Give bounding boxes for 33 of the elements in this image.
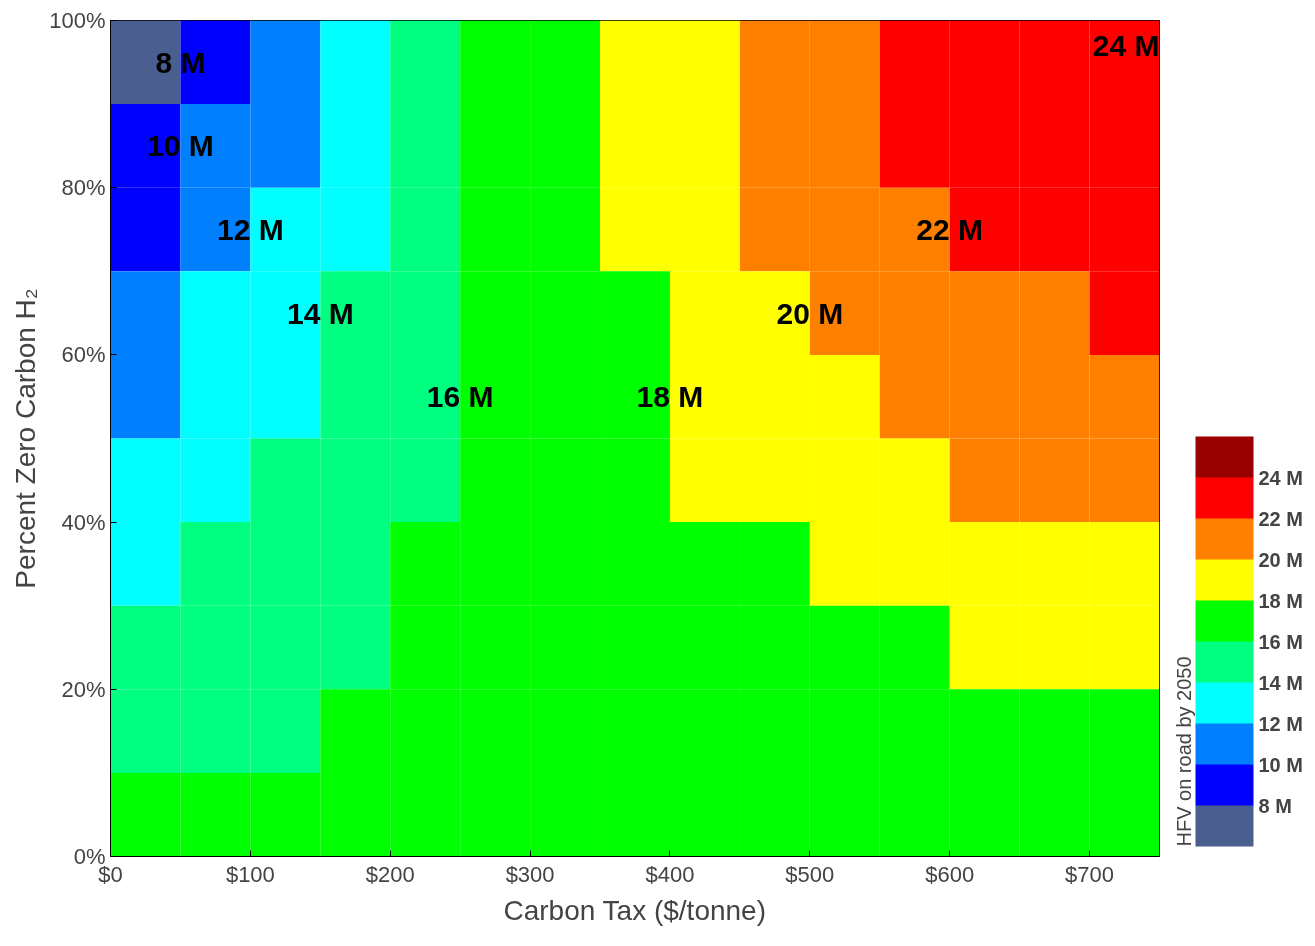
color-bar-label: 18 M xyxy=(1258,589,1303,612)
annotation: 10 M xyxy=(147,129,214,163)
x-tick-label: $600 xyxy=(925,861,975,887)
x-axis-title: Carbon Tax ($/tonne) xyxy=(503,894,767,926)
color-bar-label: 12 M xyxy=(1258,712,1303,735)
y-axis-title: Percent Zero Carbon H₂ xyxy=(10,288,42,589)
annotation: 24 M xyxy=(1092,29,1160,63)
annotation: 8 M xyxy=(155,45,206,79)
color-bar-label: 10 M xyxy=(1258,753,1303,776)
y-tick-label: 20% xyxy=(61,676,106,702)
x-tick-label: $400 xyxy=(645,861,695,887)
color-bar-title: HFV on road by 2050 xyxy=(1172,656,1195,847)
x-tick-label: $100 xyxy=(225,861,275,887)
color-bar-label: 14 M xyxy=(1258,671,1303,694)
annotation: 18 M xyxy=(636,380,704,414)
x-tick-label: $500 xyxy=(785,861,835,887)
color-bar-label: 20 M xyxy=(1258,548,1303,571)
y-tick-label: 100% xyxy=(49,8,106,33)
y-tick-label: 60% xyxy=(61,342,106,368)
color-bar-label: 16 M xyxy=(1258,630,1303,653)
color-bar-label: 24 M xyxy=(1258,466,1303,489)
annotation: 16 M xyxy=(426,380,494,414)
annotation: 20 M xyxy=(776,296,844,330)
annotation: 12 M xyxy=(217,213,284,246)
annotation: 14 M xyxy=(286,296,354,330)
color-bar-label: 22 M xyxy=(1258,507,1303,530)
y-tick-label: 80% xyxy=(61,175,106,201)
y-tick-label: 40% xyxy=(61,509,106,535)
color-bar-label: 8 M xyxy=(1258,794,1292,817)
x-tick-label: $200 xyxy=(365,861,415,887)
x-tick-label: $700 xyxy=(1065,861,1115,887)
x-tick-label: $300 xyxy=(505,861,555,887)
annotation: 22 M xyxy=(916,213,984,246)
